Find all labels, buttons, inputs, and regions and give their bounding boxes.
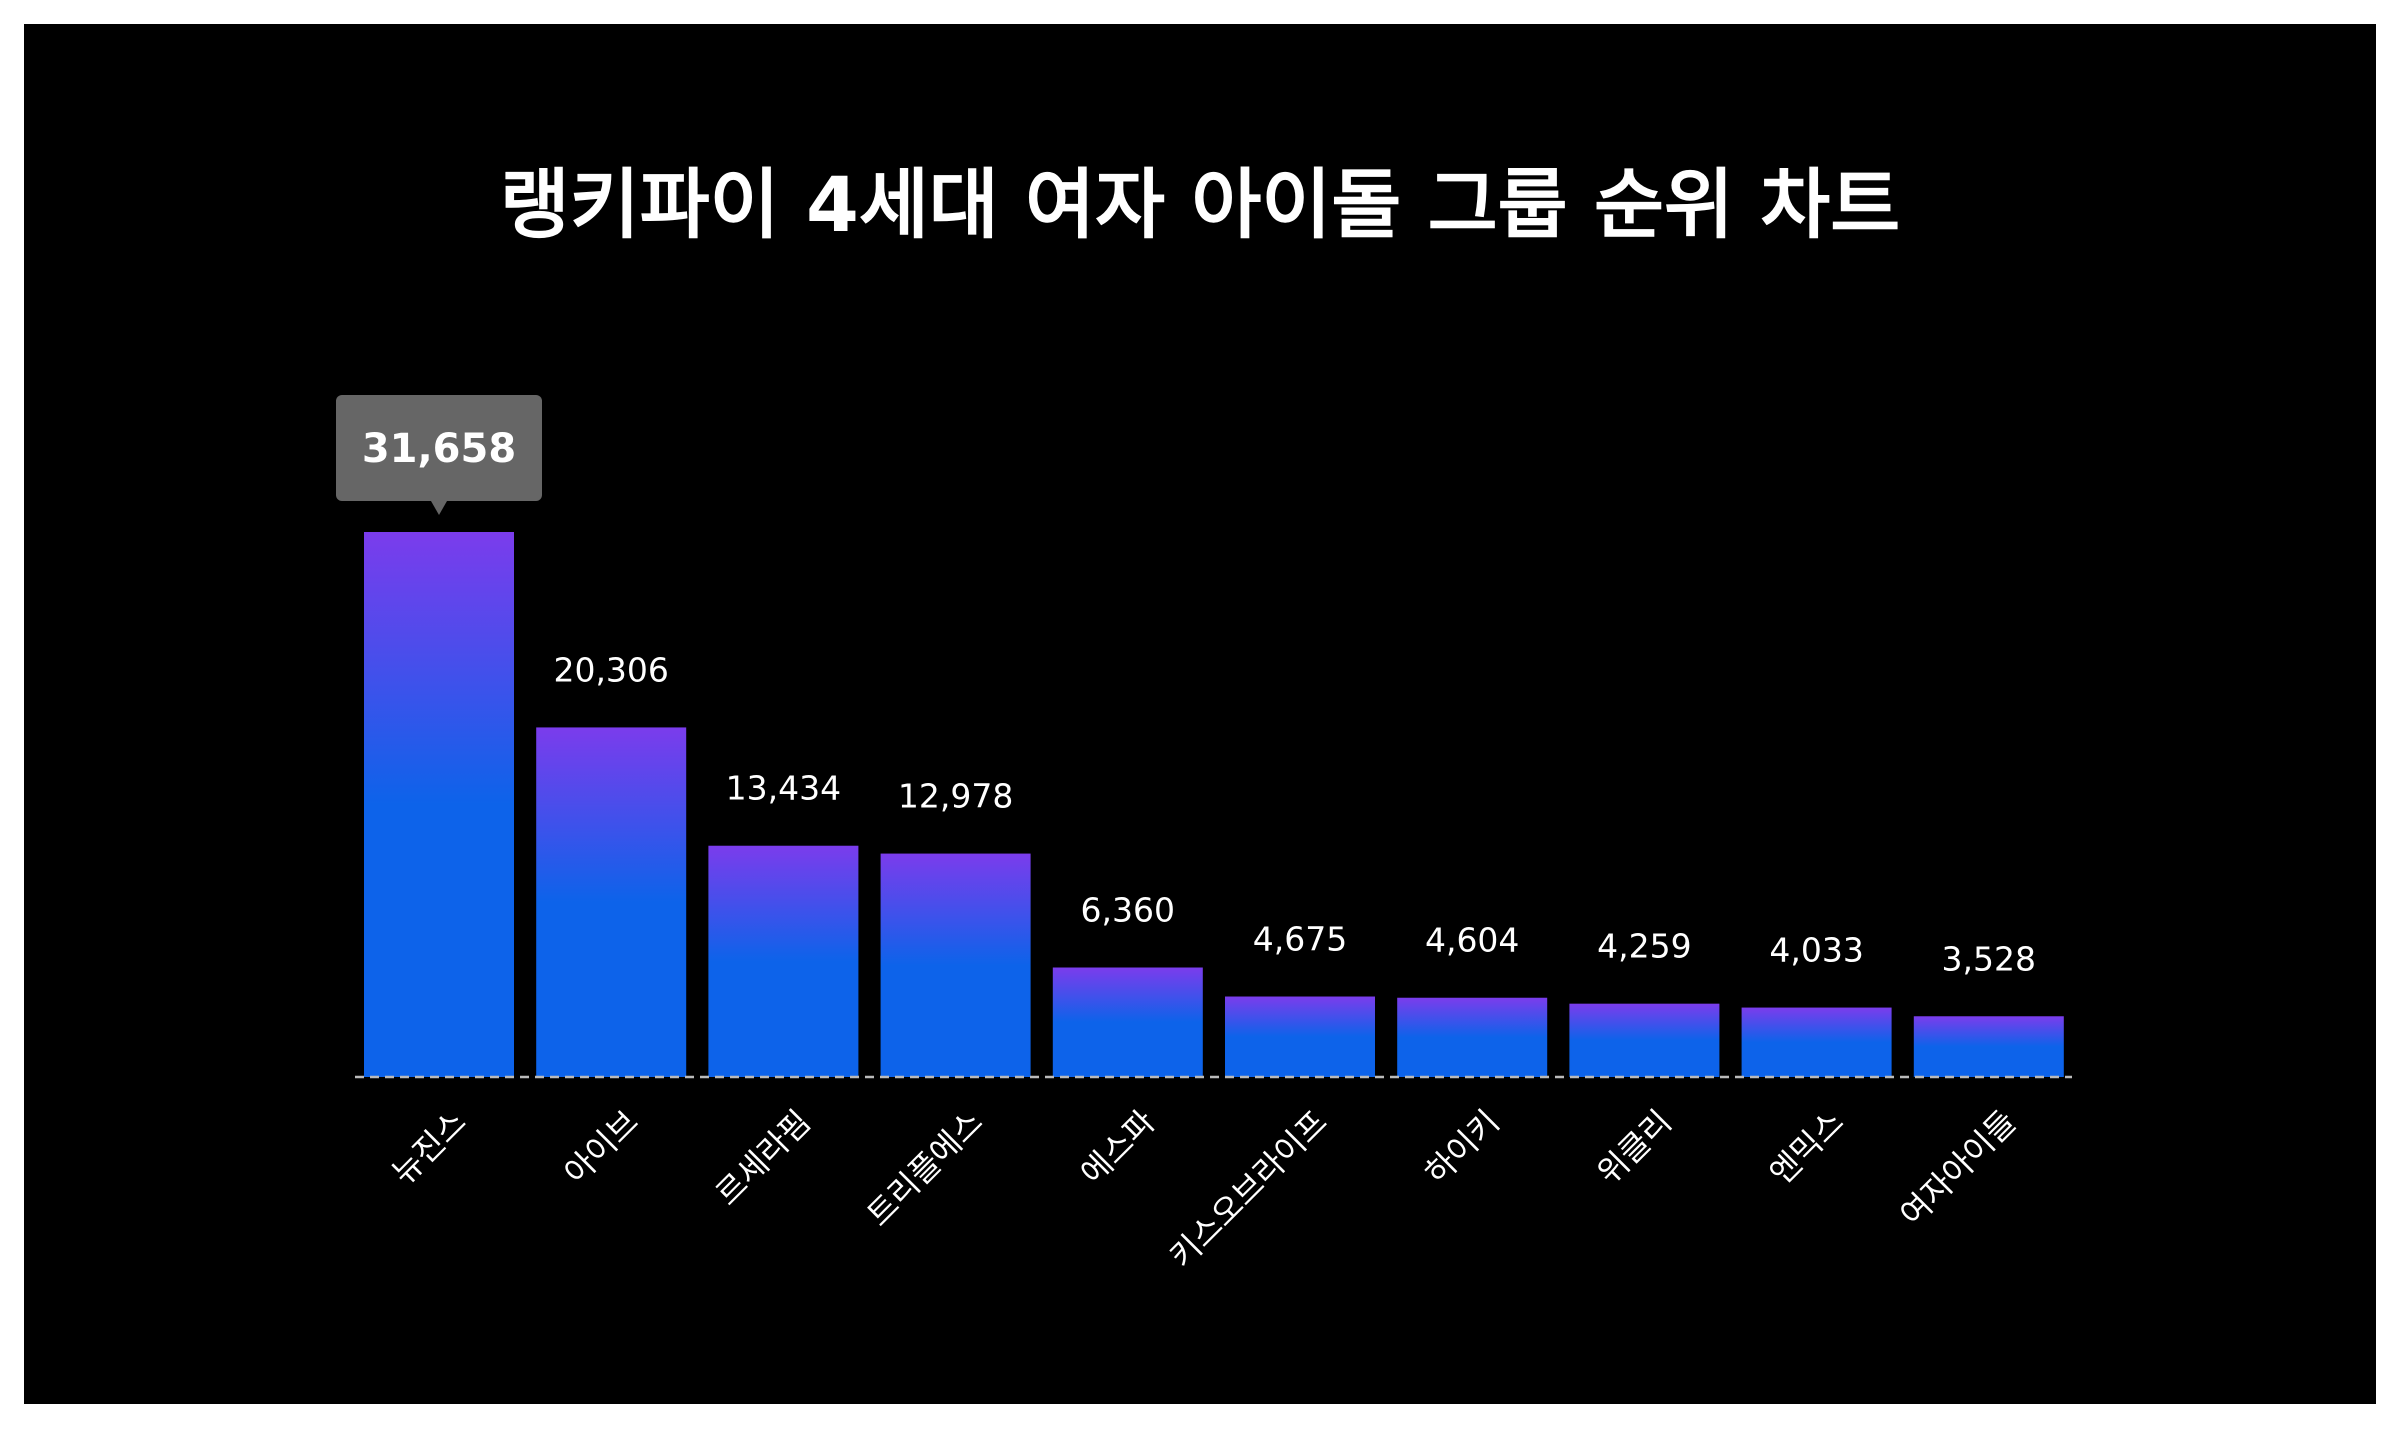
value-label-5: 4,675 (1253, 920, 1347, 959)
bar-5[interactable] (1225, 996, 1375, 1077)
value-label-8: 4,033 (1769, 931, 1863, 970)
tooltip-pointer (431, 501, 447, 515)
x-tick-label-3: 트리플에스 (859, 1103, 990, 1234)
x-tick-label-2: 르세라핌 (708, 1103, 818, 1213)
value-label-9: 3,528 (1942, 939, 2036, 978)
x-tick-label-7: 위클리 (1590, 1103, 1679, 1192)
bar-4[interactable] (1052, 967, 1203, 1077)
chart-title: 랭키파이 4세대 여자 아이돌 그룹 순위 차트 (500, 160, 1900, 249)
value-label-7: 4,259 (1597, 927, 1691, 966)
x-tick-label-5: 키스오브라이프 (1162, 1103, 1335, 1276)
x-tick-label-6: 하이키 (1417, 1103, 1506, 1192)
value-label-1: 20,306 (553, 650, 668, 689)
bar-9[interactable] (1913, 1016, 2064, 1077)
value-label-3: 12,978 (898, 777, 1013, 816)
bar-2[interactable] (708, 845, 859, 1077)
bar-6[interactable] (1397, 997, 1548, 1077)
bar-chart: 랭키파이 4세대 여자 아이돌 그룹 순위 차트 뉴진스 20,306 아이브 13,… (336, 160, 2072, 1276)
x-tick-label-9: 여자아이들 (1892, 1103, 2023, 1234)
bar-1[interactable] (536, 727, 687, 1077)
x-tick-label-0: 뉴진스 (384, 1103, 473, 1192)
x-tick-label-8: 엔믹스 (1762, 1103, 1851, 1192)
chart-frame: 랭키파이 4세대 여자 아이돌 그룹 순위 차트 뉴진스 20,306 아이브 13,… (24, 24, 2376, 1404)
x-tick-label-4: 에스파 (1073, 1103, 1162, 1192)
value-label-6: 4,604 (1425, 921, 1519, 960)
bar-0[interactable] (364, 532, 514, 1077)
value-label-2: 13,434 (726, 769, 841, 808)
bar-3[interactable] (880, 853, 1031, 1077)
tooltip-value: 31,658 (362, 426, 516, 472)
tooltip-box (336, 395, 542, 501)
value-label-4: 6,360 (1081, 891, 1175, 930)
x-tick-label-1: 아이브 (556, 1103, 645, 1192)
bar-7[interactable] (1569, 1003, 1720, 1077)
bar-8[interactable] (1741, 1007, 1892, 1077)
